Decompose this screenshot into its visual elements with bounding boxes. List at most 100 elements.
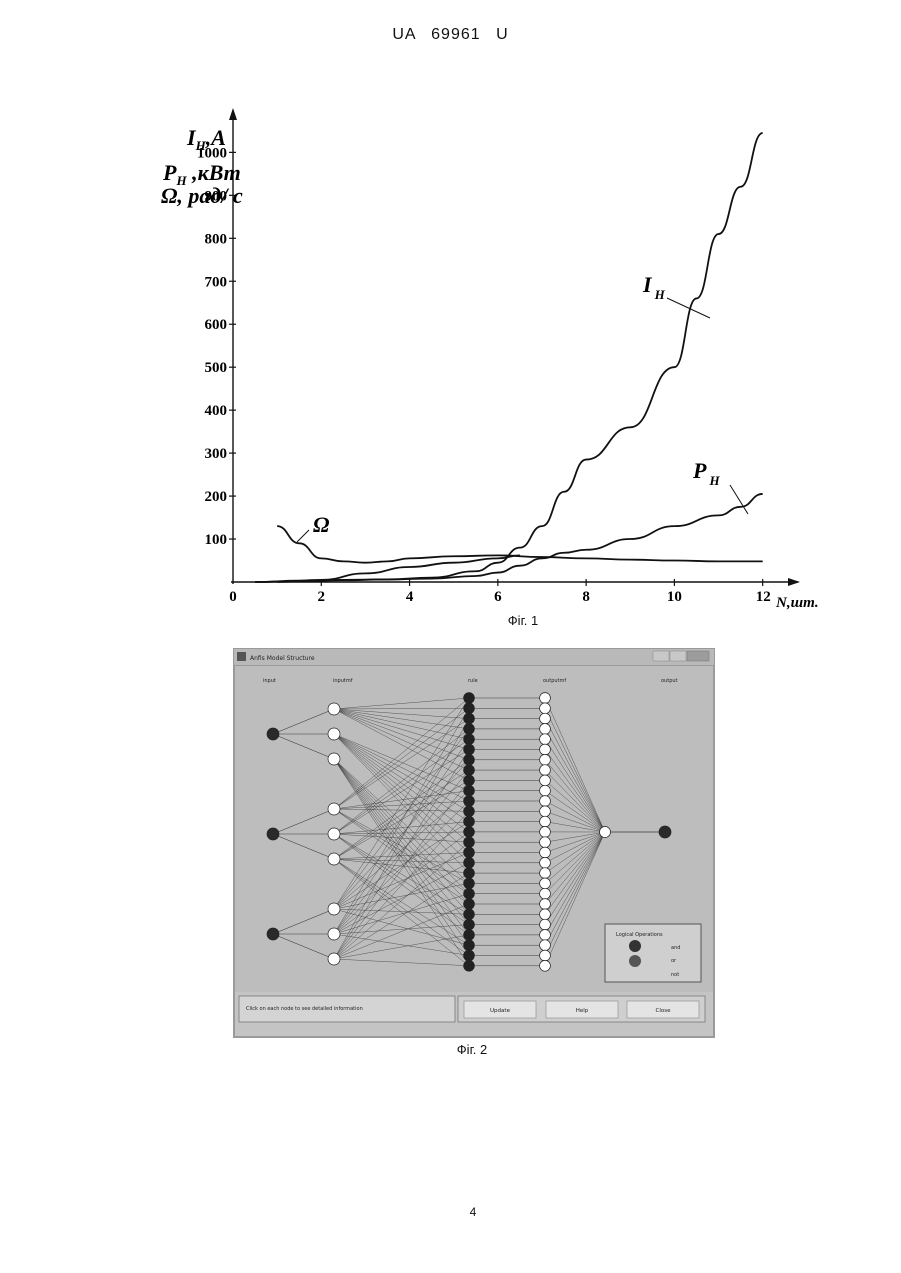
output-mf-node[interactable] xyxy=(540,744,551,755)
rule-node[interactable] xyxy=(464,816,475,827)
input-mf-node[interactable] xyxy=(328,953,340,965)
rule-node[interactable] xyxy=(464,837,475,848)
rule-node[interactable] xyxy=(464,785,475,796)
series-omega-label: Ω xyxy=(313,512,330,537)
series-line-P xyxy=(255,494,763,582)
y-axis-arrow xyxy=(229,108,237,120)
output-mf-node[interactable] xyxy=(540,806,551,817)
output-mf-node[interactable] xyxy=(540,909,551,920)
output-node[interactable] xyxy=(659,826,671,838)
maximize-button[interactable] xyxy=(670,651,686,661)
input-mf-node[interactable] xyxy=(328,928,340,940)
output-mf-node[interactable] xyxy=(540,775,551,786)
rule-node[interactable] xyxy=(464,940,475,951)
minimize-button[interactable] xyxy=(653,651,669,661)
help-button-label: Help xyxy=(576,1008,589,1014)
rule-node[interactable] xyxy=(464,754,475,765)
output-mf-node[interactable] xyxy=(540,827,551,838)
close-window-button[interactable] xyxy=(687,651,709,661)
rule-node[interactable] xyxy=(464,909,475,920)
input-mf-node[interactable] xyxy=(328,828,340,840)
layer-label-inputmf: inputmf xyxy=(333,678,353,684)
output-mf-node[interactable] xyxy=(540,950,551,961)
output-mf-node[interactable] xyxy=(540,930,551,941)
rule-node[interactable] xyxy=(464,724,475,735)
output-mf-node[interactable] xyxy=(540,868,551,879)
input-node[interactable] xyxy=(267,928,279,940)
output-mf-node[interactable] xyxy=(540,960,551,971)
layer-label-rule: rule xyxy=(468,678,478,684)
rule-node[interactable] xyxy=(464,888,475,899)
rule-node[interactable] xyxy=(464,734,475,745)
rule-node[interactable] xyxy=(464,796,475,807)
y-tick-label: 600 xyxy=(205,317,228,333)
update-button[interactable]: Update xyxy=(464,1001,536,1018)
rule-node[interactable] xyxy=(464,919,475,930)
output-mf-node[interactable] xyxy=(540,857,551,868)
output-mf-node[interactable] xyxy=(540,703,551,714)
input-mf-node[interactable] xyxy=(328,853,340,865)
series-P-label: PH xyxy=(692,458,720,488)
output-mf-node[interactable] xyxy=(540,919,551,930)
output-mf-node[interactable] xyxy=(540,816,551,827)
y-tick-label: 400 xyxy=(205,403,228,419)
rule-node[interactable] xyxy=(464,868,475,879)
rule-node[interactable] xyxy=(464,950,475,961)
rule-node[interactable] xyxy=(464,775,475,786)
figure2-caption: Фіг. 2 xyxy=(412,1042,532,1057)
input-node[interactable] xyxy=(267,828,279,840)
rule-node[interactable] xyxy=(464,744,475,755)
input-mf-node[interactable] xyxy=(328,803,340,815)
rule-node[interactable] xyxy=(464,693,475,704)
chart-series xyxy=(255,133,763,582)
rule-node[interactable] xyxy=(464,930,475,941)
y-tick-label: 700 xyxy=(205,274,228,290)
input-mf-node[interactable] xyxy=(328,753,340,765)
rule-node[interactable] xyxy=(464,827,475,838)
output-mf-node[interactable] xyxy=(540,878,551,889)
input-mf-node[interactable] xyxy=(328,728,340,740)
output-mf-node[interactable] xyxy=(540,785,551,796)
output-mf-node[interactable] xyxy=(540,693,551,704)
close-button-label: Close xyxy=(656,1008,672,1014)
rule-node[interactable] xyxy=(464,878,475,889)
output-mf-node[interactable] xyxy=(540,888,551,899)
update-button-label: Update xyxy=(490,1008,511,1014)
rule-node[interactable] xyxy=(464,899,475,910)
aggregation-node[interactable] xyxy=(600,827,611,838)
status-text: Click on each node to see detailed infor… xyxy=(246,1006,363,1012)
y-title-current: IH,A xyxy=(186,125,226,153)
close-button[interactable]: Close xyxy=(627,1001,699,1018)
output-mf-node[interactable] xyxy=(540,765,551,776)
input-mf-node[interactable] xyxy=(328,703,340,715)
x-tick-label: 10 xyxy=(667,589,682,605)
rule-node[interactable] xyxy=(464,703,475,714)
series-I-label: IH xyxy=(642,272,666,302)
rule-node[interactable] xyxy=(464,713,475,724)
series-line-Ω xyxy=(277,526,763,563)
output-mf-node[interactable] xyxy=(540,724,551,735)
chart-y-axis-title: IH,A PH ,кВт Ω, рад/ с xyxy=(161,125,243,208)
input-node[interactable] xyxy=(267,728,279,740)
output-mf-node[interactable] xyxy=(540,899,551,910)
window-app-icon xyxy=(237,652,246,661)
output-mf-node[interactable] xyxy=(540,837,551,848)
x-tick-label: 8 xyxy=(582,589,590,605)
input-mf-node[interactable] xyxy=(328,903,340,915)
output-mf-node[interactable] xyxy=(540,754,551,765)
rule-node[interactable] xyxy=(464,806,475,817)
output-mf-node[interactable] xyxy=(540,734,551,745)
x-tick-label: 0 xyxy=(229,589,237,605)
rule-node[interactable] xyxy=(464,960,475,971)
layer-label-outputmf: outputmf xyxy=(543,678,566,684)
y-tick-label: 200 xyxy=(205,489,228,505)
output-mf-node[interactable] xyxy=(540,796,551,807)
help-button[interactable]: Help xyxy=(546,1001,618,1018)
rule-node[interactable] xyxy=(464,847,475,858)
series-omega-leader-line xyxy=(297,530,309,542)
output-mf-node[interactable] xyxy=(540,940,551,951)
output-mf-node[interactable] xyxy=(540,713,551,724)
rule-node[interactable] xyxy=(464,857,475,868)
output-mf-node[interactable] xyxy=(540,847,551,858)
rule-node[interactable] xyxy=(464,765,475,776)
